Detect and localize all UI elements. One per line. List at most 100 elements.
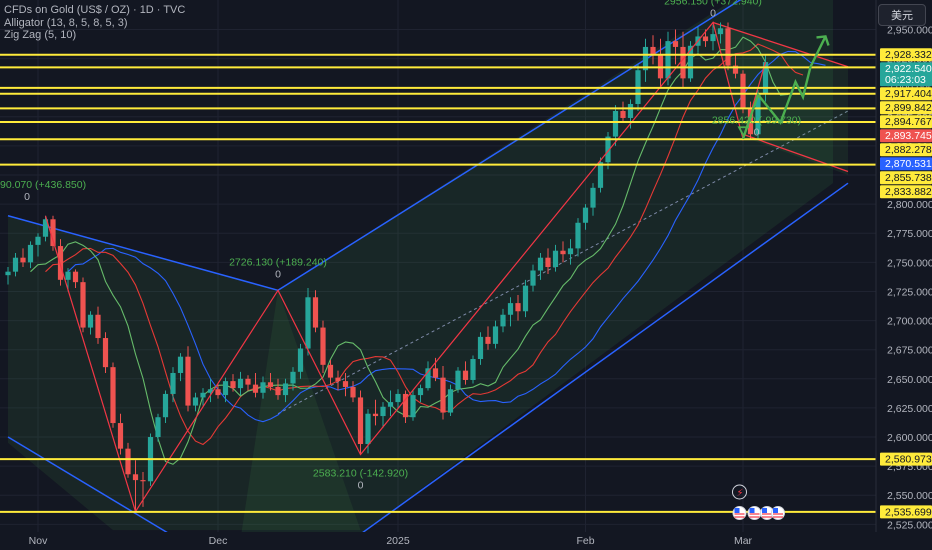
candle-up[interactable] [537, 257, 544, 271]
price-level-label-bg[interactable] [880, 505, 932, 519]
price-level-label-bg[interactable] [880, 87, 932, 101]
candle-up[interactable] [365, 413, 371, 445]
candle-down[interactable] [350, 386, 356, 398]
candle-down[interactable] [95, 314, 101, 339]
candle-down[interactable] [57, 246, 64, 280]
candle-down[interactable] [327, 364, 334, 378]
candle-up[interactable] [575, 222, 581, 249]
currency-button[interactable]: 美元 [878, 4, 926, 26]
candle-up[interactable] [87, 314, 94, 328]
lightning-event-icon[interactable] [732, 484, 747, 500]
channel-price-label-blue-bg[interactable] [880, 157, 932, 171]
candle-up[interactable] [177, 356, 184, 373]
price-level-label-bg[interactable] [880, 115, 932, 129]
candle-down[interactable] [485, 336, 491, 344]
candle-up[interactable] [65, 271, 71, 280]
candle-down[interactable] [132, 474, 139, 481]
candle-up[interactable] [207, 389, 214, 393]
candle-up[interactable] [687, 45, 694, 79]
candle-down[interactable] [545, 257, 551, 268]
candle-up[interactable] [417, 388, 424, 396]
candle-down[interactable] [402, 393, 409, 418]
candle-up[interactable] [492, 326, 499, 344]
candle-down[interactable] [267, 382, 274, 387]
candle-up[interactable] [200, 392, 206, 398]
candle-down[interactable] [702, 36, 709, 42]
candle-up[interactable] [425, 368, 431, 389]
candle-up[interactable] [410, 395, 416, 418]
candle-down[interactable] [245, 378, 251, 385]
candle-down[interactable] [117, 423, 124, 449]
horizontal-levels[interactable] [0, 53, 876, 513]
economic-events[interactable]: ⚡ [732, 484, 785, 520]
current-price-label-bg[interactable] [880, 62, 932, 87]
candle-down[interactable] [125, 448, 131, 475]
price-level-label-bg[interactable] [880, 48, 932, 62]
candle-up[interactable] [605, 136, 611, 163]
candle-up[interactable] [552, 250, 559, 268]
candle-up[interactable] [612, 110, 619, 137]
candle-down[interactable] [252, 384, 259, 393]
candle-up[interactable] [597, 162, 604, 188]
us-flag-event-icon[interactable] [747, 506, 762, 520]
candle-up[interactable] [522, 285, 529, 312]
candle-down[interactable] [650, 46, 656, 56]
candle-up[interactable] [755, 93, 761, 135]
price-level-label-bg[interactable] [880, 101, 932, 115]
candle-down[interactable] [740, 73, 746, 109]
candle-up[interactable] [237, 378, 244, 389]
candle-up[interactable] [42, 219, 49, 237]
zigzag-legend[interactable]: Zig Zag (5, 10) [4, 29, 77, 41]
candle-down[interactable] [102, 338, 109, 368]
candle-up[interactable] [627, 103, 634, 118]
candle-down[interactable] [560, 250, 566, 255]
candle-up[interactable] [5, 271, 11, 276]
candle-down[interactable] [680, 46, 686, 79]
candle-down[interactable] [275, 386, 281, 396]
candle-down[interactable] [620, 110, 626, 118]
us-flag-event-icon[interactable] [732, 506, 747, 520]
candle-up[interactable] [477, 336, 484, 360]
candle-up[interactable] [507, 303, 514, 315]
candle-down[interactable] [230, 381, 236, 389]
candle-up[interactable] [282, 383, 289, 396]
candle-up[interactable] [290, 371, 296, 384]
candle-down[interactable] [432, 368, 439, 378]
candle-up[interactable] [260, 382, 266, 393]
candle-down[interactable] [215, 389, 221, 396]
us-flag-event-icon[interactable] [760, 506, 774, 520]
candle-down[interactable] [335, 377, 341, 382]
candle-down[interactable] [110, 367, 116, 424]
candle-up[interactable] [162, 393, 169, 418]
candle-up[interactable] [470, 359, 476, 380]
candle-up[interactable] [35, 236, 41, 245]
candle-down[interactable] [515, 303, 521, 312]
candle-down[interactable] [732, 65, 739, 74]
candle-up[interactable] [582, 207, 589, 223]
candle-up[interactable] [590, 187, 596, 208]
candle-down[interactable] [725, 28, 731, 66]
zigzag-price-label-red-bg[interactable] [880, 129, 932, 143]
candle-up[interactable] [155, 417, 161, 438]
price-level-label-bg[interactable] [880, 171, 932, 185]
candle-up[interactable] [530, 270, 536, 286]
candle-down[interactable] [462, 370, 469, 380]
candle-up[interactable] [762, 62, 769, 94]
price-level-label-bg[interactable] [880, 143, 932, 157]
candle-down[interactable] [50, 219, 56, 247]
candle-down[interactable] [20, 257, 26, 263]
candle-down[interactable] [312, 297, 319, 328]
candle-down[interactable] [440, 377, 446, 413]
candle-up[interactable] [642, 46, 649, 71]
candle-up[interactable] [665, 41, 671, 79]
candle-up[interactable] [395, 393, 401, 403]
candle-up[interactable] [12, 257, 19, 272]
candle-up[interactable] [170, 372, 176, 394]
candle-down[interactable] [357, 397, 364, 445]
candle-up[interactable] [297, 348, 304, 372]
candle-up[interactable] [222, 381, 229, 396]
candle-down[interactable] [140, 480, 146, 482]
price-level-label-bg[interactable] [880, 452, 932, 466]
candle-up[interactable] [455, 370, 461, 390]
candle-down[interactable] [72, 271, 79, 283]
